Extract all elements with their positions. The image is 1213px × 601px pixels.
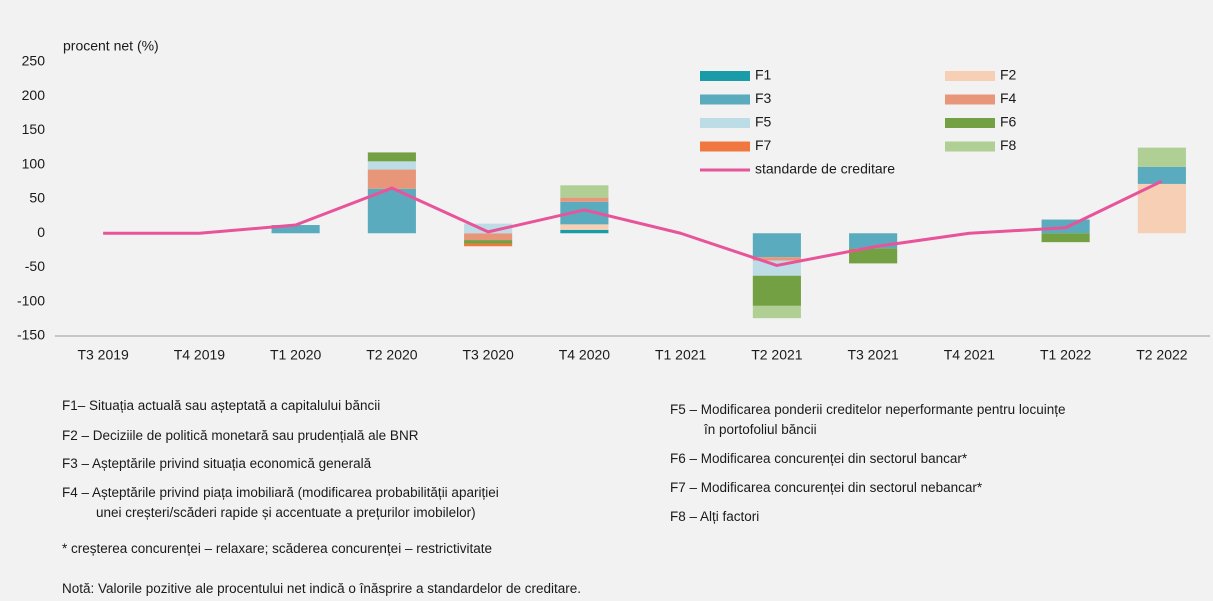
bar-segment	[464, 223, 513, 234]
x-tick-label: T1 2021	[655, 347, 707, 363]
y-tick-label: 150	[22, 121, 46, 137]
factor-note: F8 – Alți factori	[670, 509, 760, 524]
legend-swatch	[945, 141, 995, 152]
y-tick-label: 200	[22, 87, 46, 103]
factor-note: F6 – Modificarea concurenței din sectoru…	[670, 451, 968, 466]
x-tick-label: T4 2021	[944, 347, 996, 363]
bar-segment	[849, 248, 898, 264]
legend-swatch	[945, 71, 995, 81]
bar-segment	[271, 225, 320, 234]
bar-segment	[752, 257, 801, 261]
legend-swatch	[945, 94, 995, 105]
bar-segment	[560, 185, 609, 198]
y-axis-label: procent net (%)	[63, 38, 159, 54]
legend-swatch	[700, 141, 750, 152]
legend-label: standarde de creditare	[755, 161, 895, 177]
y-tick-label: 0	[37, 224, 45, 240]
x-tick-label: T1 2020	[270, 347, 322, 363]
bar-segment	[752, 305, 801, 319]
bar-segment	[464, 243, 513, 247]
footnote: * creșterea concurenței – relaxare; scăd…	[62, 541, 492, 556]
bar-segment	[1137, 166, 1186, 184]
factor-note: F1– Situația actuală sau așteptată a cap…	[62, 398, 381, 413]
bar-segment	[560, 224, 609, 230]
bar-segment	[560, 201, 609, 225]
x-tick-label: T2 2022	[1136, 347, 1188, 363]
factor-note: în portofoliul băncii	[704, 422, 817, 437]
factor-note: F4 – Așteptările privind piața imobiliar…	[62, 485, 499, 500]
bar-segment	[367, 152, 416, 162]
y-tick-label: 250	[22, 53, 46, 69]
factor-note: F3 – Așteptările privind situația econom…	[62, 456, 372, 471]
factor-note: F7 – Modificarea concurenței din sectoru…	[670, 480, 983, 495]
legend-label: F7	[755, 137, 772, 153]
x-tick-label: T2 2021	[751, 347, 803, 363]
line	[103, 179, 1163, 267]
bar-segment	[752, 275, 801, 306]
x-tick-label: T4 2020	[559, 347, 611, 363]
legend-label: F4	[1000, 90, 1017, 106]
factor-note: F2 – Deciziile de politică monetară sau …	[62, 428, 419, 443]
legend-label: F5	[755, 114, 772, 130]
y-tick-label: 50	[29, 190, 45, 206]
y-tick-label: -100	[17, 292, 45, 308]
bar-segment	[560, 197, 609, 202]
bar-segment	[560, 229, 609, 234]
x-tick-label: T3 2020	[462, 347, 514, 363]
legend-swatch	[945, 118, 995, 128]
legend-swatch	[700, 94, 750, 105]
factor-note: unei creșteri/scăderi rapide și accentua…	[96, 505, 476, 520]
legend-label: F8	[1000, 137, 1017, 153]
bar-segment	[1137, 147, 1186, 167]
bar-segment	[752, 233, 801, 258]
y-tick-label: -150	[17, 327, 45, 343]
bar-segment	[464, 240, 513, 244]
x-tick-label: T3 2021	[847, 347, 899, 363]
x-tick-label: T4 2019	[174, 347, 226, 363]
x-tick-label: T1 2022	[1040, 347, 1092, 363]
legend-label: F6	[1000, 114, 1017, 130]
factor-note: F5 – Modificarea ponderii creditelor nep…	[670, 402, 1066, 417]
legend-label: F1	[755, 67, 772, 83]
x-tick-label: T3 2019	[77, 347, 129, 363]
y-tick-label: -50	[25, 258, 45, 274]
x-tick-label: T2 2020	[366, 347, 418, 363]
legend-label: F2	[1000, 67, 1017, 83]
chart: procent net (%) 250 200 150 100 50 0 -50 -100 -1…	[17, 38, 1210, 363]
legend-swatch	[700, 118, 750, 128]
bar-segment	[464, 233, 513, 241]
note: Notă: Valorile pozitive ale procentului …	[62, 581, 582, 596]
bar-segment	[1041, 233, 1090, 243]
y-tick-label: 100	[22, 155, 46, 171]
bar-segment	[367, 169, 416, 189]
legend-swatch	[700, 71, 750, 81]
bar-segment	[1137, 183, 1186, 234]
legend-label: F3	[755, 90, 772, 106]
bar-segment	[367, 161, 416, 170]
